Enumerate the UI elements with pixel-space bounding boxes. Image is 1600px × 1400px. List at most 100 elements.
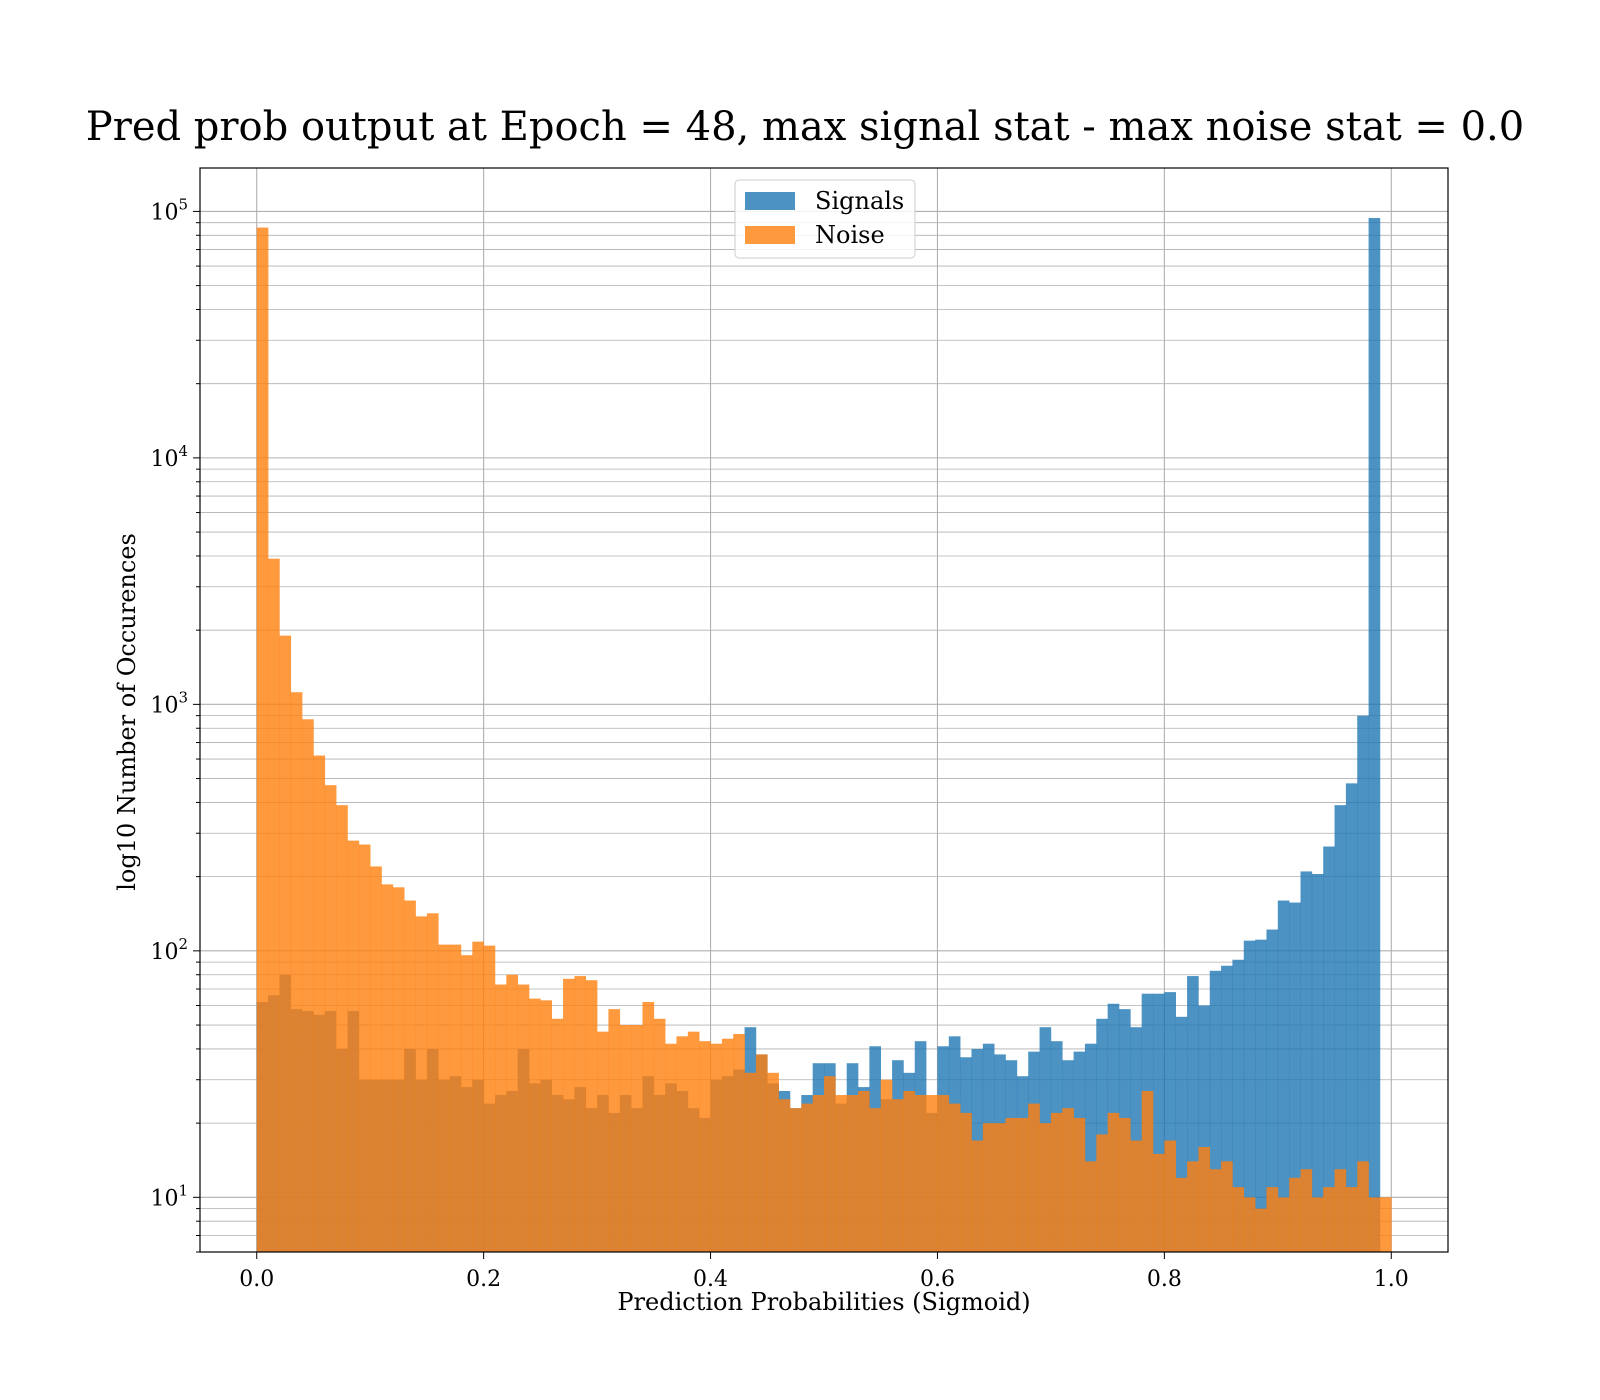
histogram-bar bbox=[778, 1099, 791, 1252]
histogram-bar bbox=[585, 980, 598, 1252]
histogram-bar bbox=[1164, 992, 1177, 1252]
histogram-bar bbox=[1334, 1169, 1347, 1252]
histogram-bar bbox=[347, 840, 360, 1252]
histogram-bar bbox=[1187, 1161, 1199, 1252]
histogram-bar bbox=[1028, 1103, 1040, 1252]
histogram-bar bbox=[1221, 1161, 1233, 1252]
histogram-bar bbox=[869, 1108, 882, 1252]
histogram-bar bbox=[846, 1095, 859, 1252]
histogram-bar bbox=[1345, 783, 1358, 1252]
histogram-bar bbox=[994, 1123, 1006, 1252]
legend-swatch-signals bbox=[745, 192, 795, 210]
histogram-bar bbox=[1232, 1187, 1245, 1252]
y-tick-label: 101 bbox=[150, 1181, 188, 1211]
histogram-bar bbox=[1153, 1153, 1165, 1252]
histogram-bar bbox=[313, 755, 326, 1252]
histogram-bar bbox=[1073, 1117, 1086, 1252]
histogram-bar bbox=[1311, 1197, 1324, 1252]
x-tick-label: 0.6 bbox=[920, 1267, 955, 1292]
histogram-bar bbox=[336, 805, 348, 1252]
histogram-bar bbox=[449, 944, 462, 1252]
histogram-bar bbox=[1323, 1187, 1335, 1252]
histogram-bar bbox=[1175, 1016, 1188, 1252]
x-axis-ticks: 0.0 0.2 0.4 0.6 0.8 1.0 bbox=[239, 1252, 1409, 1292]
histogram-bar bbox=[1289, 902, 1301, 1252]
histogram-bar bbox=[1255, 1208, 1267, 1252]
x-tick-label: 0.4 bbox=[693, 1267, 728, 1292]
histogram-bar bbox=[1266, 929, 1279, 1252]
histogram-bar bbox=[858, 1090, 870, 1252]
histogram-bar bbox=[1084, 1161, 1097, 1252]
histogram-bar bbox=[710, 1043, 723, 1252]
histogram-bar bbox=[1323, 846, 1335, 1252]
histogram-bar bbox=[835, 1095, 847, 1252]
histogram-bar bbox=[517, 984, 530, 1252]
histogram-bar bbox=[290, 692, 303, 1252]
histogram-bar bbox=[415, 916, 428, 1252]
x-tick-label: 0.2 bbox=[466, 1267, 501, 1292]
x-tick-label: 1.0 bbox=[1374, 1267, 1409, 1292]
histogram-bar bbox=[687, 1031, 700, 1252]
histogram-bar bbox=[880, 1079, 893, 1252]
histogram-bar bbox=[1334, 805, 1347, 1252]
histogram-bar bbox=[1345, 1187, 1358, 1252]
histogram-bar bbox=[721, 1038, 734, 1252]
histogram-bar bbox=[540, 1000, 553, 1252]
legend-swatch-noise bbox=[745, 226, 795, 244]
histogram-bar bbox=[892, 1099, 904, 1252]
histogram-bar bbox=[1277, 1197, 1290, 1252]
histogram-bar bbox=[812, 1095, 825, 1252]
histogram-bar bbox=[1379, 1197, 1392, 1252]
histogram-bar bbox=[1084, 1043, 1097, 1252]
histogram-bar bbox=[1243, 1197, 1256, 1252]
histogram-bar bbox=[279, 635, 292, 1252]
histogram-bar bbox=[472, 941, 484, 1252]
histogram-bar bbox=[1187, 976, 1199, 1252]
histogram-bar bbox=[529, 998, 541, 1252]
legend-label-signals: Signals bbox=[815, 187, 904, 215]
histogram-bar bbox=[665, 1043, 677, 1252]
legend: Signals Noise bbox=[734, 179, 916, 259]
histogram-bar bbox=[1141, 1090, 1154, 1252]
histogram-bar bbox=[302, 719, 314, 1252]
histogram-bar bbox=[1096, 1134, 1108, 1252]
y-tick-label: 102 bbox=[150, 935, 188, 965]
histogram-bar bbox=[1221, 965, 1233, 1252]
histogram-bar bbox=[460, 955, 473, 1252]
histogram-bar bbox=[483, 945, 496, 1252]
histogram-bar bbox=[1016, 1117, 1029, 1252]
histogram-bar bbox=[1062, 1108, 1074, 1252]
histogram-bar bbox=[1130, 1140, 1142, 1252]
histogram-bar bbox=[1118, 1117, 1131, 1252]
histogram-bar bbox=[1175, 1177, 1188, 1252]
histogram-bar bbox=[926, 1095, 938, 1252]
histogram-bar bbox=[551, 1018, 564, 1252]
x-axis-label: Prediction Probabilities (Sigmoid) bbox=[617, 1288, 1030, 1316]
histogram-bar bbox=[960, 1112, 972, 1252]
histogram-bar bbox=[1130, 1027, 1142, 1252]
histogram-bar bbox=[767, 1072, 779, 1252]
histogram-bar bbox=[1232, 959, 1245, 1252]
histogram-bar bbox=[1266, 1187, 1279, 1252]
histogram-bar bbox=[1209, 1169, 1222, 1252]
histogram-bar bbox=[1243, 940, 1256, 1252]
histogram-bar bbox=[381, 884, 394, 1252]
series-noise bbox=[256, 227, 1392, 1252]
histogram-bar bbox=[1277, 900, 1290, 1252]
histogram-bar bbox=[574, 976, 587, 1252]
histogram-bar bbox=[608, 1009, 621, 1252]
histogram-bar bbox=[699, 1041, 711, 1252]
histogram-bar bbox=[744, 1072, 757, 1252]
histogram-bar bbox=[597, 1031, 609, 1252]
histogram-bar bbox=[1107, 1112, 1120, 1252]
histogram-bar bbox=[1255, 939, 1267, 1252]
histogram-bar bbox=[1300, 1169, 1313, 1252]
x-tick-label: 0.8 bbox=[1147, 1267, 1182, 1292]
histogram-bar bbox=[1198, 1147, 1211, 1252]
x-tick-label: 0.0 bbox=[239, 1267, 274, 1292]
histogram-bar bbox=[426, 913, 439, 1252]
histogram-bar bbox=[755, 1054, 768, 1252]
histogram-bar bbox=[370, 866, 382, 1252]
histogram-bar bbox=[1300, 871, 1313, 1252]
histogram-bar bbox=[733, 1033, 745, 1252]
